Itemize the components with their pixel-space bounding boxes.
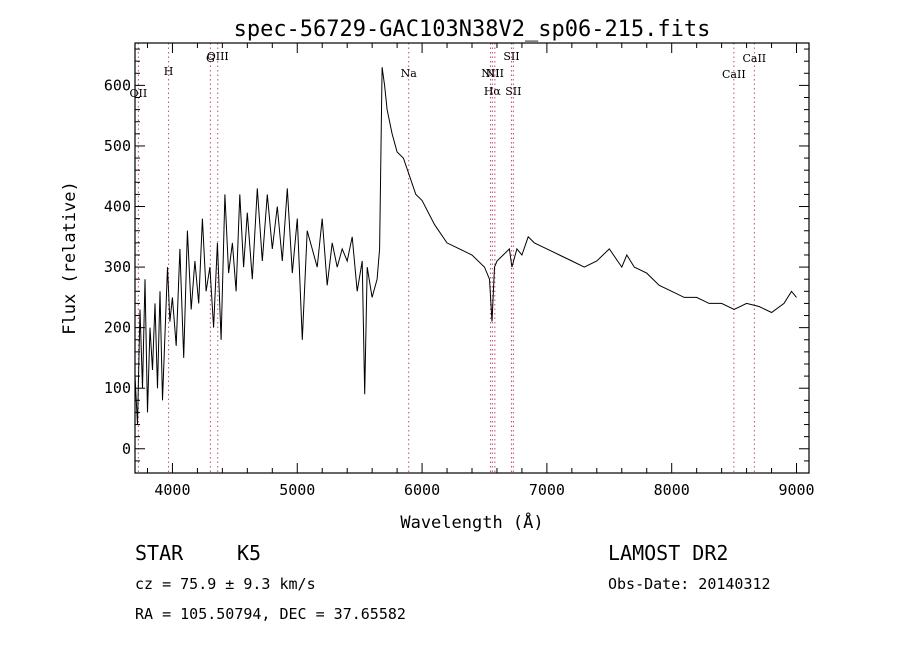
object-class: STAR: [135, 541, 184, 565]
line-label: NII: [481, 67, 499, 80]
line-label: SII: [505, 85, 521, 98]
y-tick-label: 400: [104, 198, 131, 216]
line-label: SII: [503, 50, 519, 63]
axis-ticks: 4000 5000 6000 7000 8000 9000 0 100 200 300 400 500…: [104, 43, 815, 499]
x-tick-label: 4000: [154, 481, 190, 499]
line-label: H: [164, 65, 174, 78]
y-tick-label: 200: [104, 319, 131, 337]
x-axis-label: Wavelength (Å): [400, 511, 543, 533]
line-label: OIII: [207, 50, 229, 63]
line-label: NII: [486, 67, 504, 80]
object-subclass: K5: [237, 541, 261, 565]
spectrum-line: [134, 67, 797, 425]
x-tick-label: 9000: [778, 481, 814, 499]
chart-title: spec-56729-GAC103N38V2_sp06-215.fits: [234, 17, 711, 42]
plot-frame: [134, 42, 810, 474]
spectrum-series: [134, 67, 797, 425]
x-tick-label: 7000: [529, 481, 565, 499]
survey-name: LAMOST DR2: [608, 541, 728, 565]
line-label: CaII: [722, 68, 746, 81]
y-tick-label: 600: [104, 76, 131, 94]
line-label: Hα: [484, 85, 502, 98]
x-tick-label: 5000: [279, 481, 315, 499]
line-label: OII: [130, 87, 148, 100]
redshift-velocity: cz = 75.9 ± 9.3 km/s: [135, 575, 316, 593]
y-tick-label: 300: [104, 258, 131, 276]
x-tick-label: 8000: [654, 481, 690, 499]
y-tick-label: 100: [104, 379, 131, 397]
observation-date: Obs-Date: 20140312: [608, 575, 771, 593]
coordinates: RA = 105.50794, DEC = 37.65582: [135, 605, 406, 623]
x-tick-label: 6000: [404, 481, 440, 499]
y-axis-label: Flux (relative): [60, 181, 80, 335]
line-label: Na: [401, 67, 418, 80]
y-tick-label: 0: [122, 440, 131, 458]
y-tick-label: 500: [104, 137, 131, 155]
line-label: CaII: [742, 52, 766, 65]
line-label: G: [206, 52, 215, 65]
